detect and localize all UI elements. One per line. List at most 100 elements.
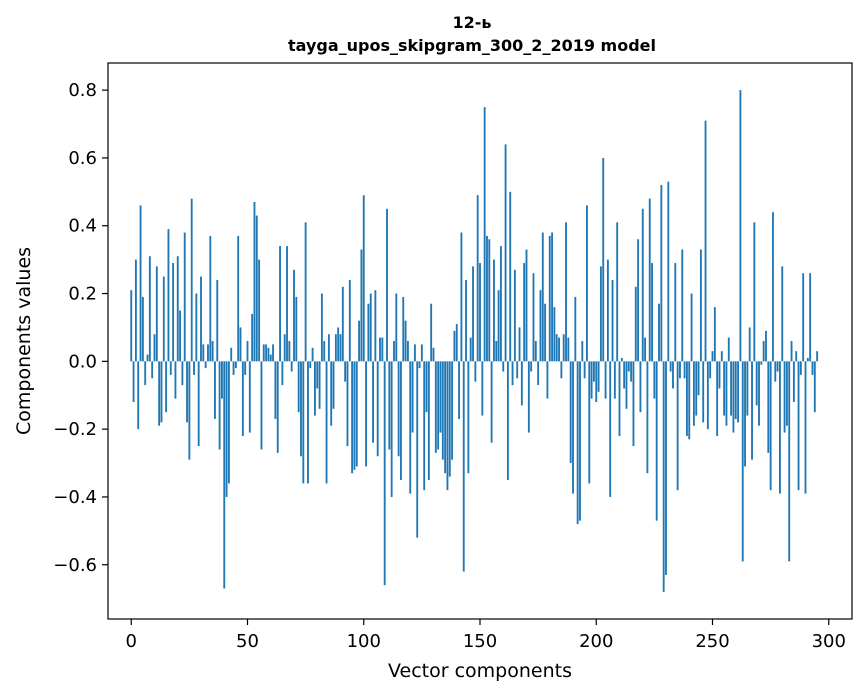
bar	[248, 361, 251, 433]
x-tick-label: 100	[347, 631, 381, 652]
bar	[555, 334, 558, 362]
bar	[339, 334, 342, 362]
bar	[418, 361, 421, 369]
bar	[516, 361, 519, 379]
bar	[320, 293, 323, 362]
bar	[262, 344, 265, 362]
bar	[525, 249, 528, 362]
bar	[655, 361, 658, 521]
bar	[518, 327, 521, 362]
bar	[813, 361, 816, 413]
bar	[483, 107, 486, 362]
bar	[748, 327, 751, 362]
bar	[792, 361, 795, 403]
bar	[434, 361, 437, 453]
bar	[744, 361, 746, 467]
bar	[281, 361, 284, 386]
bar	[809, 273, 812, 362]
bar	[504, 144, 507, 362]
bar	[272, 344, 274, 362]
bar	[258, 259, 261, 362]
bar	[562, 334, 565, 362]
bar	[532, 273, 535, 362]
bar	[802, 273, 805, 362]
bar	[595, 361, 598, 403]
bar	[599, 266, 602, 362]
bar	[711, 351, 714, 362]
bar	[300, 361, 302, 457]
bar	[481, 361, 484, 416]
bar	[137, 361, 140, 430]
bar	[265, 344, 268, 362]
bar	[727, 337, 730, 362]
bar	[769, 361, 772, 491]
bar	[174, 361, 177, 399]
bar	[623, 361, 626, 389]
bar	[681, 249, 684, 362]
bar	[741, 361, 744, 562]
bar	[718, 361, 721, 389]
bar	[713, 307, 716, 362]
bar	[737, 361, 740, 423]
bar	[641, 208, 644, 362]
bar	[546, 361, 549, 399]
bar	[509, 191, 512, 362]
bar	[760, 361, 763, 365]
bar	[260, 361, 263, 450]
bar	[323, 341, 326, 362]
bar	[141, 296, 144, 362]
bar	[783, 361, 786, 433]
bar	[488, 239, 491, 362]
bar	[653, 361, 656, 399]
bar	[348, 279, 351, 362]
bar	[511, 361, 514, 386]
x-tick-label: 300	[812, 631, 846, 652]
x-axis-label: Vector components	[388, 660, 572, 682]
bar	[146, 354, 149, 362]
bar	[579, 361, 581, 521]
bar	[423, 361, 426, 491]
bar	[576, 361, 579, 525]
bar	[295, 296, 298, 362]
bar	[193, 361, 195, 375]
bar	[255, 215, 258, 362]
bar	[762, 341, 765, 362]
bar	[758, 361, 760, 426]
bar	[162, 276, 165, 362]
bar	[776, 361, 779, 372]
bar	[139, 205, 142, 362]
bar	[520, 361, 523, 406]
bar	[327, 334, 330, 362]
x-tick-label: 50	[236, 631, 259, 652]
bar	[688, 361, 691, 440]
bar	[365, 361, 367, 467]
bar	[660, 185, 663, 362]
bar	[634, 286, 637, 362]
bar	[779, 361, 781, 494]
bar	[439, 361, 442, 433]
bar	[183, 232, 186, 362]
bar	[416, 361, 419, 538]
bar	[625, 361, 628, 409]
bar	[253, 202, 256, 362]
chart-title: 12-ь	[452, 13, 491, 32]
bar	[720, 351, 723, 362]
bar	[197, 361, 200, 447]
bar	[611, 279, 614, 362]
bar	[613, 361, 616, 399]
bar	[751, 361, 753, 460]
bar	[637, 239, 640, 362]
bar	[207, 344, 209, 362]
bar	[569, 361, 572, 464]
bar	[179, 310, 181, 362]
bar	[539, 290, 542, 362]
bar	[400, 361, 402, 480]
bar	[586, 205, 588, 362]
bar	[667, 181, 670, 362]
bar	[286, 246, 288, 362]
bar	[692, 361, 695, 426]
bar	[651, 263, 653, 362]
bar	[460, 232, 463, 362]
bar	[746, 361, 749, 416]
bar	[534, 341, 537, 362]
